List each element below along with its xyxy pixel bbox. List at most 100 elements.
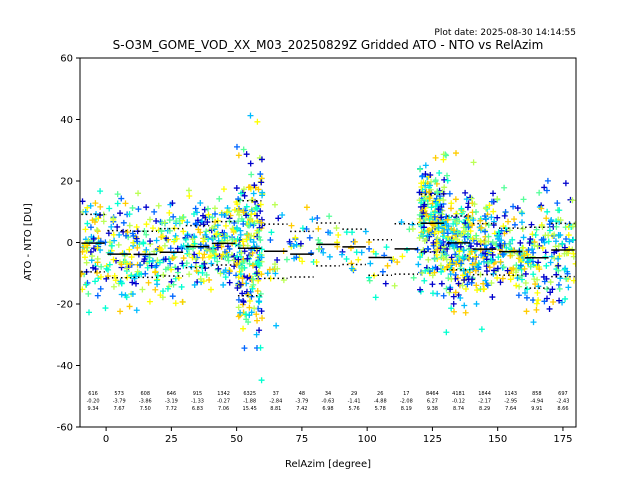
data-point-717 <box>246 297 253 304</box>
data-point-801 <box>349 229 356 236</box>
data-point-1526 <box>526 239 533 246</box>
data-point-1367 <box>472 253 479 260</box>
data-point-1601 <box>570 236 576 243</box>
data-point-216 <box>130 239 137 246</box>
data-point-1055 <box>434 188 441 195</box>
data-point-1467 <box>508 266 515 273</box>
data-point-1170 <box>448 200 455 207</box>
data-point-1581 <box>544 286 551 293</box>
data-point-164 <box>151 208 158 215</box>
data-point-1656 <box>547 289 554 296</box>
data-point-697 <box>244 291 251 298</box>
data-point-1254 <box>446 261 453 268</box>
data-point-750 <box>271 261 278 268</box>
data-point-234 <box>180 228 187 235</box>
data-point-1390 <box>471 201 478 208</box>
data-point-707 <box>244 255 251 262</box>
data-point-212 <box>151 248 158 255</box>
data-point-1548 <box>531 242 538 249</box>
data-point-174 <box>147 238 154 245</box>
data-point-715 <box>236 211 243 218</box>
data-point-637 <box>254 287 261 294</box>
data-point-1349 <box>470 159 477 166</box>
data-point-729 <box>238 265 245 272</box>
data-point-266 <box>162 256 169 263</box>
data-point-111 <box>110 231 117 238</box>
data-point-214 <box>144 264 151 271</box>
data-point-1218 <box>444 230 451 237</box>
data-point-1145 <box>455 280 462 287</box>
data-point-522 <box>243 203 250 210</box>
data-point-663 <box>254 212 261 219</box>
data-point-1492 <box>510 203 517 210</box>
y-axis-ticks: -60 -40 -20 0 20 40 60 <box>57 54 80 434</box>
data-point-1634 <box>557 275 564 282</box>
bin-stat-10-0: 29 <box>351 391 357 397</box>
data-point-99 <box>126 303 133 310</box>
data-point-1284 <box>490 208 497 215</box>
data-point-675 <box>256 224 263 231</box>
data-point-1643 <box>555 281 562 288</box>
data-point-558 <box>257 237 264 244</box>
data-point-674 <box>255 186 262 193</box>
data-point-1018 <box>417 166 424 173</box>
data-point-1569 <box>527 236 534 243</box>
bin-stat-13-1: 6.27 <box>427 399 438 405</box>
data-point-1403 <box>520 234 527 241</box>
data-point-921 <box>436 170 443 177</box>
data-point-1237 <box>462 228 469 235</box>
data-point-1024 <box>427 172 434 179</box>
data-point-1053 <box>440 197 447 204</box>
data-point-175 <box>129 279 136 286</box>
data-point-1534 <box>535 297 542 304</box>
data-point-160 <box>134 228 141 235</box>
data-point-1047 <box>416 234 423 241</box>
data-point-333 <box>191 281 198 288</box>
data-point-803 <box>355 256 362 263</box>
data-point-1056 <box>438 280 445 287</box>
data-point-1248 <box>458 231 465 238</box>
data-point-945 <box>417 221 424 228</box>
data-point-1465 <box>511 221 518 228</box>
data-point-1543 <box>535 259 542 266</box>
data-point-1360 <box>486 202 493 209</box>
data-point-180 <box>142 270 149 277</box>
data-point-824 <box>415 261 422 268</box>
data-point-202 <box>140 239 147 246</box>
data-point-271 <box>178 243 185 250</box>
data-point-816 <box>382 280 389 287</box>
data-point-6 <box>84 204 91 211</box>
data-point-959 <box>425 266 432 273</box>
data-point-733 <box>237 281 244 288</box>
data-point-1542 <box>541 278 548 285</box>
data-point-1636 <box>546 227 553 234</box>
data-point-494 <box>226 245 233 252</box>
data-point-1449 <box>506 227 513 234</box>
data-point-495 <box>229 236 236 243</box>
data-point-1421 <box>515 292 522 299</box>
data-point-1385 <box>482 250 489 257</box>
data-point-39 <box>86 309 93 316</box>
bin-stat-5-1: -0.27 <box>217 399 230 405</box>
data-point-1051 <box>439 219 446 226</box>
data-point-364 <box>197 275 204 282</box>
data-point-807 <box>338 251 345 258</box>
data-point-1251 <box>455 253 462 260</box>
data-point-1325 <box>473 300 480 307</box>
data-point-24 <box>81 254 88 261</box>
data-point-1514 <box>534 289 541 296</box>
data-point-1041 <box>435 224 442 231</box>
data-point-84 <box>106 205 113 212</box>
data-point-492 <box>230 257 237 264</box>
data-point-1612 <box>569 197 576 204</box>
data-point-1065 <box>426 195 433 202</box>
data-point-787 <box>320 249 327 256</box>
data-point-140 <box>108 223 115 230</box>
data-point-1197 <box>447 271 454 278</box>
data-point-1576 <box>527 263 534 270</box>
data-point-473 <box>220 269 227 276</box>
data-point-1137 <box>444 177 451 184</box>
x-tick-label-3: 75 <box>296 434 309 445</box>
data-point-302 <box>186 271 193 278</box>
data-point-114 <box>126 211 133 218</box>
